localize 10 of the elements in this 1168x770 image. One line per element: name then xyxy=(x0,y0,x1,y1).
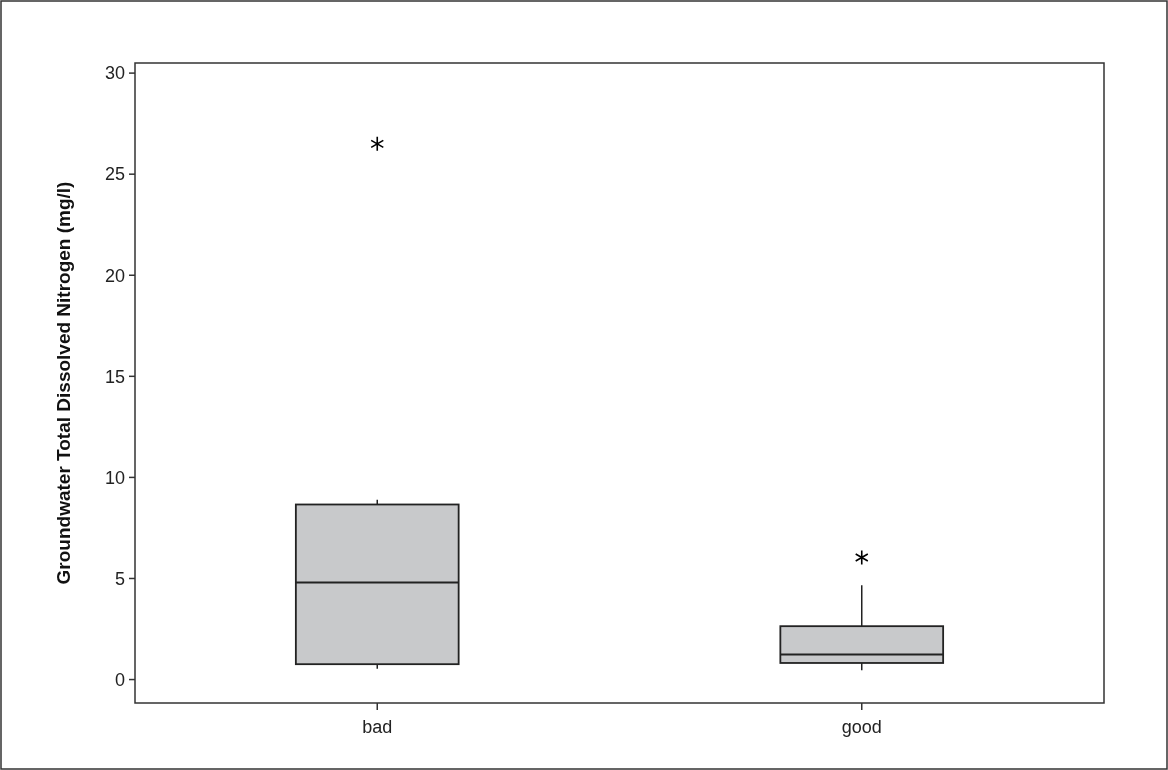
y-axis-title: Groundwater Total Dissolved Nitrogen (mg/l) xyxy=(53,181,74,585)
x-tick-label: good xyxy=(841,717,882,737)
y-tick-label: 20 xyxy=(104,265,125,286)
y-tick-label: 15 xyxy=(104,366,125,387)
y-tick-label: 25 xyxy=(104,164,125,185)
y-tick-label: 10 xyxy=(104,467,125,488)
y-tick-label: 30 xyxy=(104,63,125,84)
y-tick-label: 5 xyxy=(114,568,125,589)
x-tick-label: bad xyxy=(362,717,393,737)
y-tick-label: 0 xyxy=(114,669,125,690)
